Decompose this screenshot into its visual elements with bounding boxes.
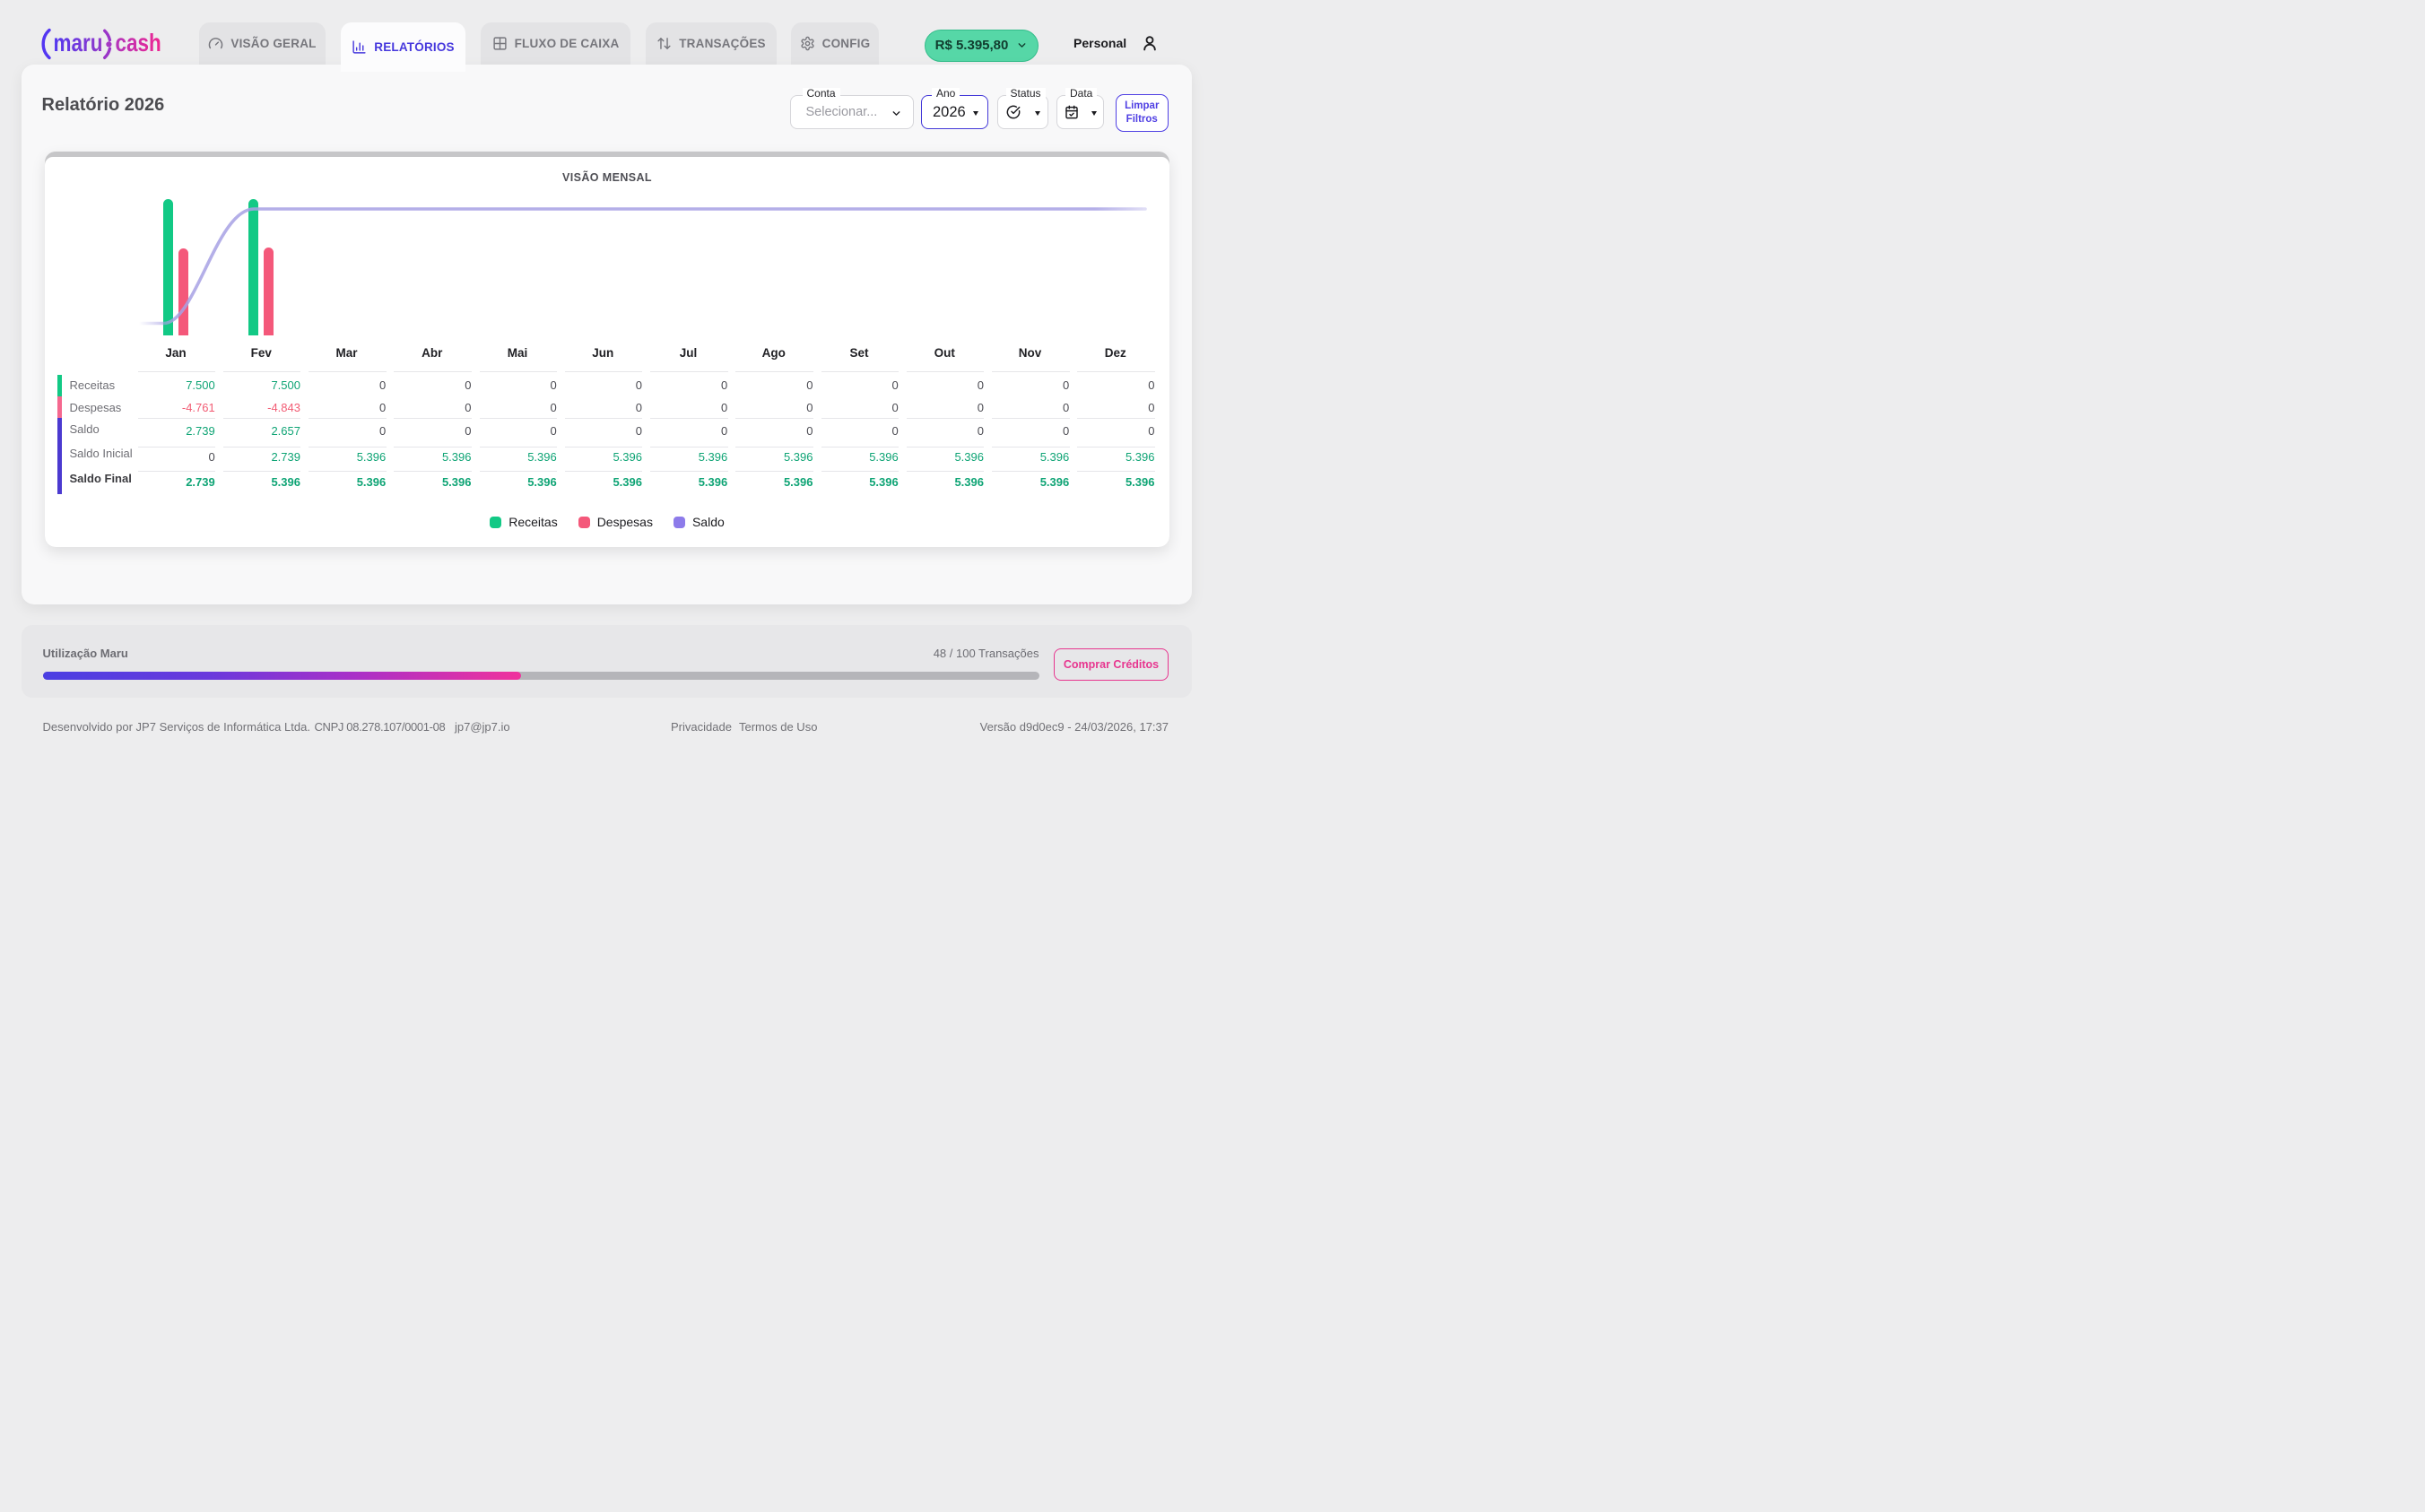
svg-text:cash: cash: [116, 30, 161, 57]
svg-text:maru: maru: [54, 30, 103, 57]
